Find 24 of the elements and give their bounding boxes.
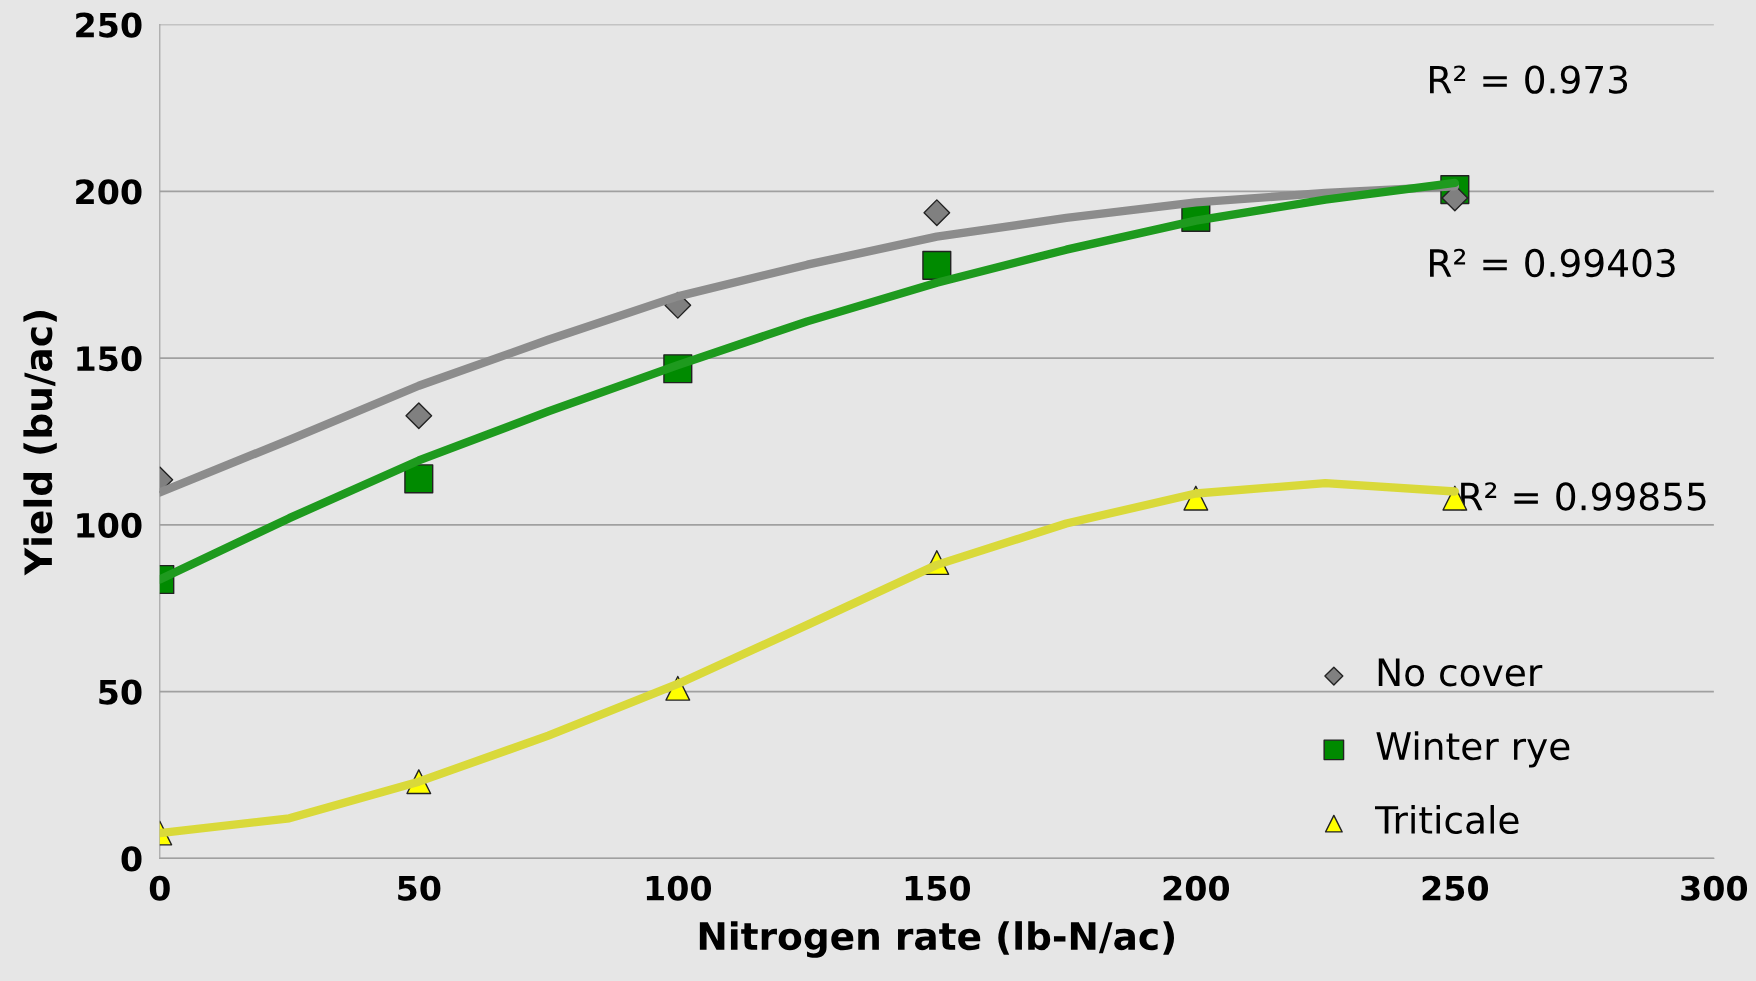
x-tick-label: 0 <box>149 875 170 901</box>
y-tick-label: 250 <box>76 12 142 38</box>
legend-label: Winter rye <box>1376 731 1570 768</box>
x-tick-label: 200 <box>1163 875 1230 901</box>
y-tick-label: 200 <box>76 179 142 205</box>
y-tick-label: 50 <box>99 679 142 705</box>
y-tick-label: 0 <box>121 846 142 872</box>
y-tick-label: 100 <box>77 512 142 538</box>
annotation: R² = 0.99403 <box>1430 248 1675 278</box>
legend-label: Triticale <box>1375 805 1519 835</box>
x-tick-label: 300 <box>1681 875 1748 901</box>
y-tick-label: 150 <box>77 345 142 372</box>
y-axis-title: Yield (bu/ac) <box>23 311 57 576</box>
point <box>405 402 433 430</box>
x-axis-title: Nitrogen rate (lb-N/ac) <box>699 921 1175 958</box>
point <box>404 464 434 494</box>
legend-label: No cover <box>1378 658 1543 687</box>
annotation: R² = 0.973 <box>1430 65 1628 94</box>
x-tick-label: 150 <box>905 875 971 901</box>
point <box>922 250 952 280</box>
x-tick-label: 50 <box>398 875 441 901</box>
point <box>923 199 951 227</box>
x-tick-label: 100 <box>646 875 712 901</box>
x-tick-label: 250 <box>1422 875 1489 901</box>
